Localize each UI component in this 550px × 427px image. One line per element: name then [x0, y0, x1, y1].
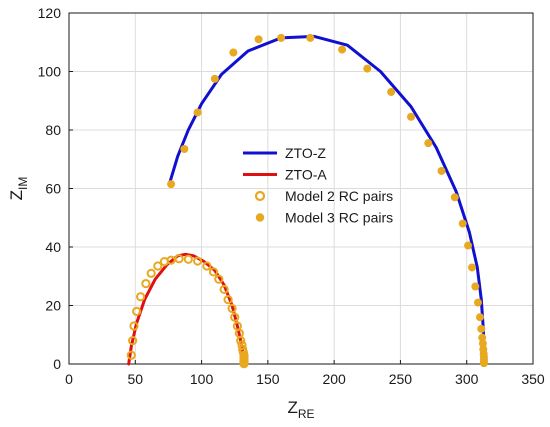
data-point — [473, 298, 482, 307]
data-point — [239, 359, 249, 369]
data-point — [468, 263, 477, 272]
x-tick-label: 50 — [127, 371, 143, 387]
legend-swatch — [254, 190, 266, 202]
y-tick-label: 20 — [45, 298, 61, 314]
data-point — [129, 321, 139, 331]
data-point — [479, 359, 488, 368]
data-point — [183, 254, 193, 264]
data-point — [135, 292, 146, 302]
data-point — [229, 48, 238, 57]
data-point — [192, 256, 203, 266]
legend-item: Model 3 RC pairs — [255, 210, 393, 226]
x-tick-label: 150 — [256, 371, 280, 387]
y-tick-label: 120 — [38, 5, 62, 21]
legend-label: ZTO-A — [285, 167, 327, 183]
axis-ticks: 0 50 100 150 200 250 300 350 0 20 40 60 80 100 120 — [38, 5, 545, 387]
series-2 — [126, 254, 249, 369]
data-point — [437, 166, 446, 175]
series-line — [168, 34, 486, 366]
data-point — [132, 306, 142, 316]
data-point — [475, 313, 484, 322]
data-point — [214, 274, 224, 284]
data-point — [407, 112, 416, 121]
data-point — [477, 324, 486, 333]
legend-label: ZTO-Z — [285, 145, 326, 161]
data-point — [202, 261, 212, 271]
data-point — [458, 219, 467, 228]
x-tick-label: 350 — [521, 371, 545, 387]
y-tick-label: 80 — [45, 122, 61, 138]
data-point — [424, 139, 433, 148]
data-point — [146, 268, 156, 278]
y-tick-label: 100 — [38, 64, 62, 80]
data-point — [210, 74, 219, 83]
data-point — [450, 193, 459, 202]
legend: ZTO-Z ZTO-A Model 2 RC pairs Model 3 RC pai… — [243, 145, 393, 226]
legend-item: Model 2 RC pairs — [254, 188, 393, 204]
series-0 — [168, 34, 486, 366]
x-tick-label: 200 — [322, 371, 346, 387]
data-point — [387, 87, 396, 96]
data-point — [180, 145, 189, 154]
y-tick-label: 60 — [45, 181, 61, 197]
data-point — [219, 284, 229, 295]
x-tick-label: 0 — [65, 371, 73, 387]
x-axis-label-subscript: RE — [298, 407, 315, 421]
grid — [68, 12, 534, 365]
data-point — [227, 303, 237, 314]
data-point — [236, 336, 246, 346]
data-point — [153, 261, 163, 271]
y-axis-label: ZIM — [7, 177, 30, 201]
data-point — [193, 108, 202, 117]
data-point — [208, 267, 219, 277]
legend-swatch — [255, 213, 265, 222]
x-tick-label: 300 — [455, 371, 479, 387]
data-point — [306, 33, 315, 42]
data-point — [338, 45, 347, 54]
x-axis-label: ZRE — [287, 398, 314, 421]
data-point — [471, 282, 480, 291]
data-point — [141, 278, 151, 289]
x-tick-label: 250 — [389, 371, 413, 387]
legend-item: ZTO-A — [243, 167, 327, 183]
x-axis-label-main: Z — [287, 398, 297, 417]
data-point — [128, 336, 138, 346]
legend-item: ZTO-Z — [243, 145, 326, 161]
data-point — [254, 35, 263, 44]
series-layer — [126, 33, 488, 369]
y-axis-label-main: Z — [7, 190, 26, 200]
x-tick-label: 100 — [190, 371, 214, 387]
data-point — [230, 312, 240, 322]
y-axis-label-subscript: IM — [16, 177, 30, 190]
data-point — [174, 254, 184, 264]
y-tick-label: 0 — [53, 356, 61, 372]
data-point — [363, 64, 372, 73]
legend-label: Model 3 RC pairs — [285, 210, 393, 226]
data-point — [167, 180, 176, 189]
data-point — [464, 241, 473, 250]
data-point — [277, 33, 286, 42]
data-point — [478, 333, 487, 342]
legend-label: Model 2 RC pairs — [285, 188, 393, 204]
data-point — [223, 295, 233, 305]
y-tick-label: 40 — [45, 239, 61, 255]
series-1 — [127, 252, 246, 366]
series-line — [127, 252, 246, 366]
series-3 — [167, 33, 488, 368]
data-point — [126, 350, 136, 360]
data-point — [478, 339, 487, 348]
